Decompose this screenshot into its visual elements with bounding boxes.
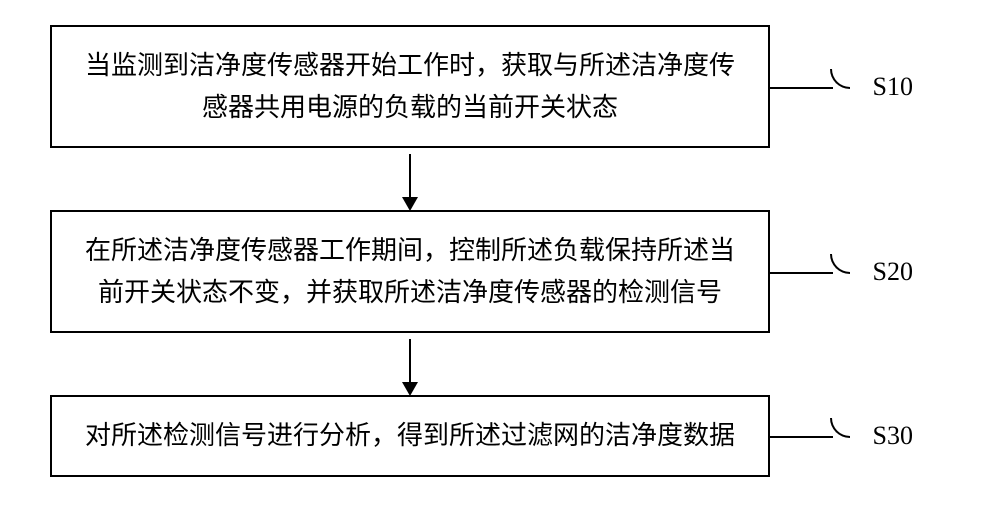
step-text: 对所述检测信号进行分析，得到所述过滤网的洁净度数据: [85, 415, 735, 457]
step-box-s10: 当监测到洁净度传感器开始工作时，获取与所述洁净度传感器共用电源的负载的当前开关状…: [50, 25, 770, 148]
step-label: S30: [873, 421, 913, 451]
connector-curve: [830, 254, 850, 274]
step-text: 当监测到洁净度传感器开始工作时，获取与所述洁净度传感器共用电源的负载的当前开关状…: [82, 45, 738, 128]
connector-line: [768, 87, 833, 89]
step-label: S20: [873, 257, 913, 287]
step-box-s20: 在所述洁净度传感器工作期间，控制所述负载保持所述当前开关状态不变，并获取所述洁净…: [50, 210, 770, 333]
arrow-s10-s20: [50, 148, 770, 210]
arrow-head-icon: [402, 382, 418, 396]
connector-curve: [830, 69, 850, 89]
flowchart-container: 当监测到洁净度传感器开始工作时，获取与所述洁净度传感器共用电源的负载的当前开关状…: [50, 25, 950, 477]
arrow-s20-s30: [50, 333, 770, 395]
connector-line: [768, 272, 833, 274]
step-text: 在所述洁净度传感器工作期间，控制所述负载保持所述当前开关状态不变，并获取所述洁净…: [82, 230, 738, 313]
step-label: S10: [873, 72, 913, 102]
step-box-s30: 对所述检测信号进行分析，得到所述过滤网的洁净度数据 S30: [50, 395, 770, 477]
connector-curve: [830, 418, 850, 438]
arrow-head-icon: [402, 197, 418, 211]
connector-line: [768, 436, 833, 438]
